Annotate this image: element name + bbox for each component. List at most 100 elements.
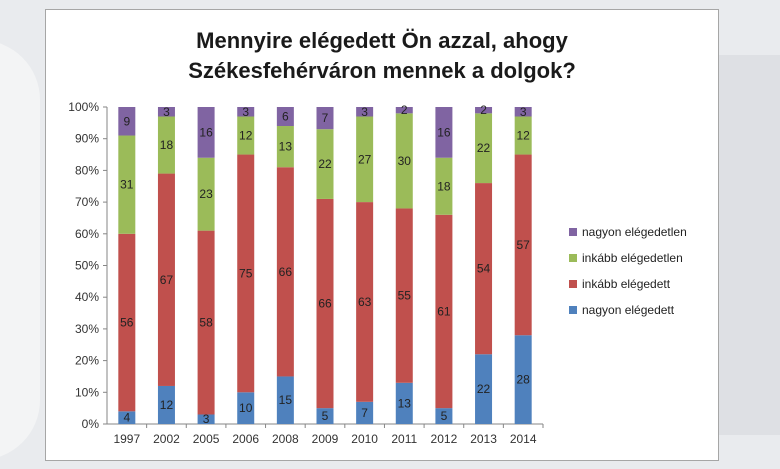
data-label: 30 <box>398 154 412 168</box>
data-label: 66 <box>279 265 293 279</box>
bar-segment <box>395 107 413 114</box>
bar-segment <box>118 233 136 412</box>
bar-segment <box>237 116 255 155</box>
data-label: 54 <box>477 262 491 276</box>
data-label: 16 <box>437 125 451 139</box>
data-label: 22 <box>318 157 332 171</box>
bar-segment <box>157 116 175 174</box>
data-label: 75 <box>239 266 253 280</box>
bar-segment <box>197 414 215 424</box>
bar-segment <box>316 107 334 130</box>
bar-segment <box>276 167 294 377</box>
data-label: 9 <box>123 114 130 128</box>
y-tick-label: 80% <box>75 163 99 177</box>
x-tick-label: 2010 <box>351 432 378 446</box>
bar-segment <box>118 411 136 424</box>
data-label: 16 <box>199 125 213 139</box>
data-label: 58 <box>199 316 213 330</box>
bar-segment <box>514 335 532 424</box>
bar-segment <box>356 401 374 424</box>
bar-segment <box>237 392 255 424</box>
data-label: 3 <box>203 412 210 426</box>
data-label: 23 <box>199 187 213 201</box>
y-tick-label: 40% <box>75 290 99 304</box>
legend-swatch <box>569 254 577 262</box>
bar-segment <box>356 202 374 402</box>
bar-segment <box>118 107 136 136</box>
data-label: 66 <box>318 297 332 311</box>
data-label: 67 <box>160 273 174 287</box>
bar-segment <box>197 230 215 415</box>
y-tick-label: 0% <box>82 417 100 431</box>
bar-segment <box>475 113 493 184</box>
x-tick-label: 2005 <box>193 432 220 446</box>
bar-segment <box>157 107 175 117</box>
data-label: 3 <box>163 105 170 119</box>
data-label: 18 <box>160 138 174 152</box>
data-label: 5 <box>441 409 448 423</box>
x-tick-label: 1997 <box>113 432 140 446</box>
bar-segment <box>514 116 532 155</box>
data-label: 28 <box>517 373 531 387</box>
data-label: 61 <box>437 304 451 318</box>
y-tick-label: 50% <box>75 259 99 273</box>
legend-label: nagyon elégedetlen <box>582 225 687 239</box>
bar-segment <box>276 376 294 424</box>
legend-swatch <box>569 280 577 288</box>
bar-segment <box>395 208 413 383</box>
data-label: 13 <box>279 140 293 154</box>
chart-title: Mennyire elégedett Ön azzal, ahogy Széke… <box>46 26 718 86</box>
legend-label: nagyon elégedett <box>582 303 675 317</box>
bar-segment <box>395 113 413 209</box>
bar-segment <box>118 135 136 234</box>
bar-segment <box>157 173 175 386</box>
data-label: 63 <box>358 295 372 309</box>
data-label: 12 <box>517 129 531 143</box>
y-tick-label: 60% <box>75 227 99 241</box>
data-label: 15 <box>279 393 293 407</box>
y-tick-label: 70% <box>75 195 99 209</box>
chart-title-line-1: Mennyire elégedett Ön azzal, ahogy <box>196 28 568 53</box>
bar-segment <box>435 408 453 424</box>
bar-segment <box>514 154 532 336</box>
bar-segment <box>395 382 413 424</box>
chart-panel: Mennyire elégedett Ön azzal, ahogy Széke… <box>45 9 719 461</box>
x-tick-label: 2006 <box>232 432 259 446</box>
bar-segment <box>237 107 255 117</box>
bar-segment <box>514 107 532 117</box>
bar-segment <box>356 116 374 203</box>
data-label: 2 <box>480 103 487 117</box>
data-label: 3 <box>242 105 249 119</box>
x-tick-label: 2011 <box>391 432 417 446</box>
y-tick-label: 90% <box>75 132 99 146</box>
data-label: 22 <box>477 382 491 396</box>
data-label: 7 <box>361 406 368 420</box>
legend-label: inkább elégedett <box>582 277 671 291</box>
bar-segment <box>237 154 255 393</box>
legend-swatch <box>569 228 577 236</box>
stacked-bar-chart: 0%10%20%30%40%50%60%70%80%90%100%1997456… <box>68 100 687 446</box>
bar-segment <box>475 354 493 424</box>
bar-segment <box>316 408 334 424</box>
data-label: 5 <box>322 409 329 423</box>
x-tick-label: 2013 <box>470 432 497 446</box>
bar-segment <box>435 157 453 215</box>
data-label: 12 <box>160 398 174 412</box>
data-label: 18 <box>437 179 451 193</box>
data-label: 55 <box>398 289 412 303</box>
bar-segment <box>316 198 334 409</box>
bar-segment <box>316 129 334 199</box>
bar-segment <box>157 385 175 424</box>
data-label: 13 <box>398 396 412 410</box>
data-label: 7 <box>322 111 329 125</box>
bar-segment <box>475 107 493 114</box>
legend-label: inkább elégedetlen <box>582 251 683 265</box>
background-decoration-left <box>0 40 40 460</box>
y-tick-label: 100% <box>68 100 99 114</box>
y-tick-label: 30% <box>75 322 99 336</box>
data-label: 27 <box>358 152 372 166</box>
chart-title-line-2: Székesfehérváron mennek a dolgok? <box>188 58 576 83</box>
bar-segment <box>356 107 374 117</box>
x-tick-label: 2002 <box>153 432 180 446</box>
data-label: 12 <box>239 129 253 143</box>
